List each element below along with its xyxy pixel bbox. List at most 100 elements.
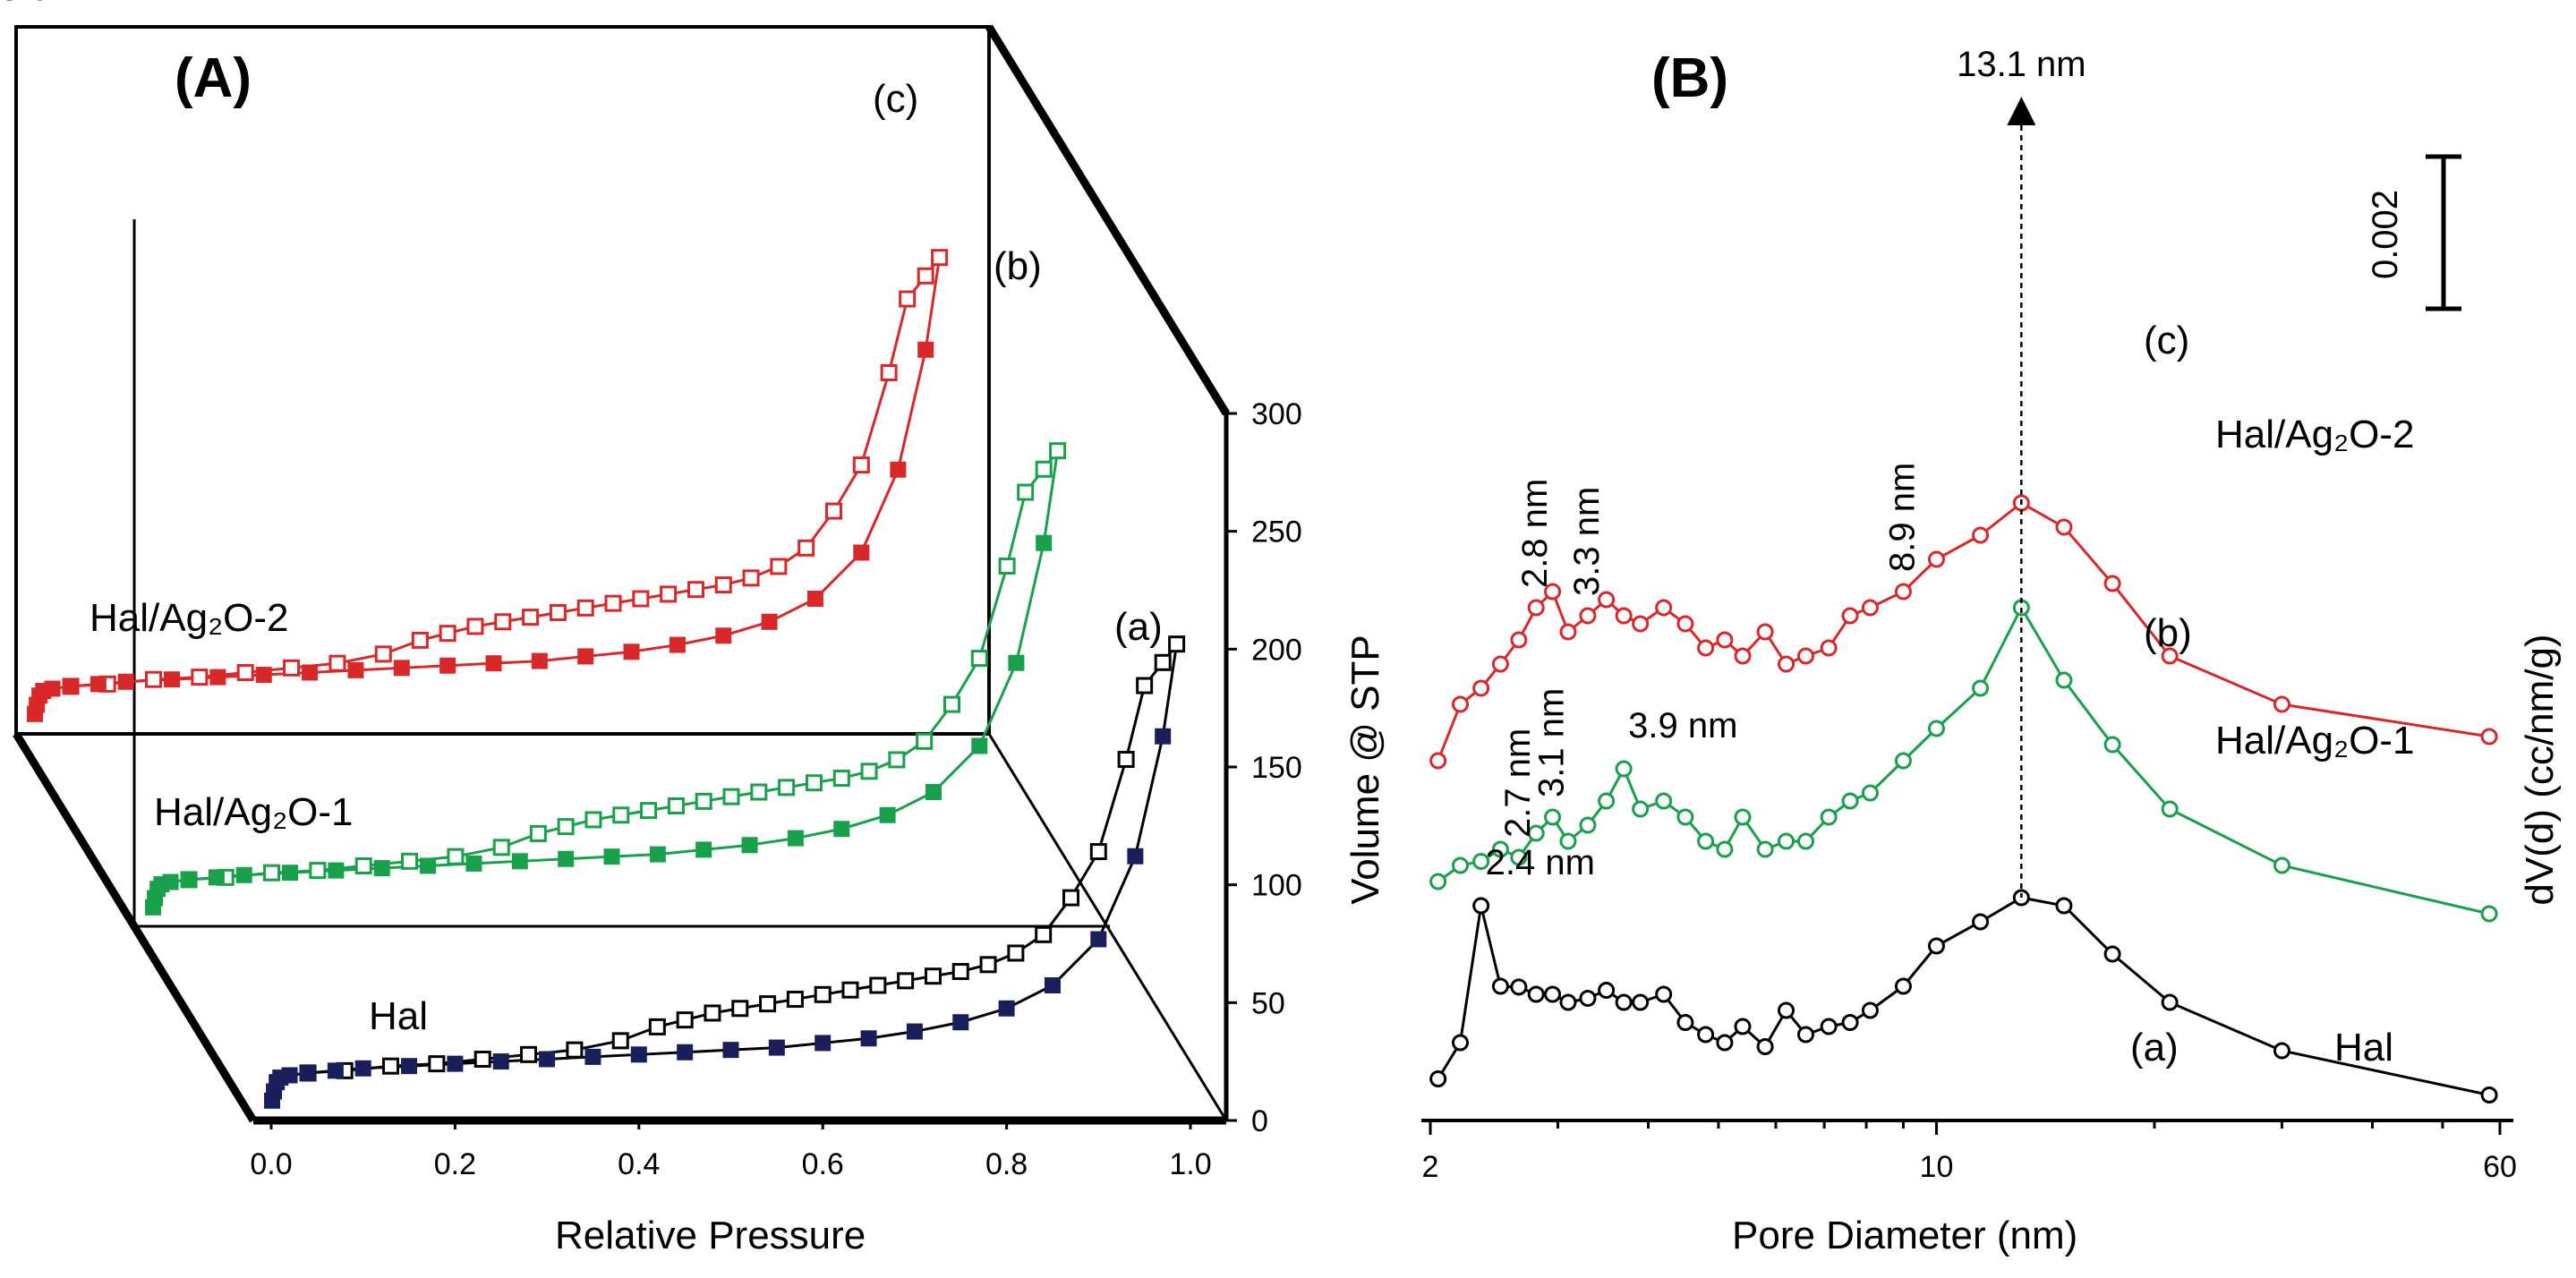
psd-point: [2161, 800, 2179, 818]
adsorption-point: [300, 1064, 317, 1081]
desorption-point: [145, 670, 163, 688]
desorption-point: [191, 669, 209, 686]
adsorption-point: [603, 848, 620, 865]
psd-point: [1796, 647, 1814, 665]
psd-point: [1861, 1001, 1879, 1019]
psd-point: [1451, 695, 1469, 713]
peak-annotation: 3.9 nm: [1628, 706, 1737, 746]
adsorption-point: [768, 1039, 785, 1056]
desorption-point: [759, 995, 777, 1013]
adsorption-point: [511, 853, 528, 870]
panel-a-x-tick-label: 0.6: [802, 1147, 844, 1181]
adsorption-point: [577, 648, 594, 665]
panel-a-y-axis-title: Volume @ STP: [1343, 635, 1387, 904]
adsorption-point: [328, 862, 345, 879]
adsorption-point: [1127, 848, 1144, 865]
adsorption-point: [806, 591, 823, 608]
psd-point: [1927, 937, 1945, 955]
adsorption-point: [677, 1044, 694, 1061]
adsorption-point: [90, 676, 107, 693]
desorption-point: [880, 364, 898, 381]
desorption-point: [447, 848, 465, 865]
panel-a-y-tick-label: 150: [1251, 751, 1302, 785]
psd-point: [1615, 607, 1633, 625]
adsorption-point: [761, 613, 778, 630]
desorption-point: [770, 558, 788, 575]
peak-annotation: 2.4 nm: [1486, 843, 1595, 882]
desorption-point: [970, 650, 988, 668]
psd-point: [1734, 647, 1752, 665]
psd-series-c: [1429, 494, 2498, 770]
desorption-point: [492, 839, 510, 856]
psd-point: [1429, 752, 1447, 770]
adsorption-point: [971, 737, 988, 754]
desorption-point: [1007, 944, 1025, 962]
adsorption-point: [1008, 654, 1025, 671]
adsorption-point: [722, 1042, 739, 1059]
psd-point: [2480, 728, 2498, 746]
adsorption-point: [558, 850, 575, 867]
desorption-point: [611, 1032, 629, 1050]
panel-a-curves: [27, 249, 1186, 1109]
series-a-name-label: Hal: [369, 994, 428, 1038]
psd-point: [1756, 623, 1774, 641]
psd-point: [2273, 1042, 2290, 1060]
desorption-point: [676, 1011, 694, 1029]
adsorption-point: [853, 544, 870, 561]
desorption-point: [236, 663, 254, 681]
desorption-point: [660, 585, 678, 603]
psd-point: [1894, 752, 1912, 770]
adsorption-point: [695, 841, 712, 858]
desorption-point: [374, 645, 392, 663]
panel-a-x-axis-title: Relative Pressure: [555, 1214, 866, 1257]
psd-point: [1527, 599, 1545, 617]
desorption-point: [742, 569, 760, 587]
psd-point: [1579, 990, 1597, 1007]
adsorption-point: [715, 627, 732, 644]
desorption-point: [466, 618, 484, 635]
desorption-point: [382, 1057, 400, 1075]
isotherm-series-b: [145, 442, 1067, 916]
psd-point: [1972, 526, 1990, 544]
psd-point: [2273, 856, 2290, 874]
desorption-point: [411, 631, 429, 649]
desorption-point: [309, 862, 327, 880]
adsorption-point: [906, 1023, 923, 1040]
psd-point: [1796, 832, 1814, 850]
psd-point: [1429, 873, 1447, 890]
psd-point: [1510, 978, 1528, 996]
psd-point: [1697, 832, 1715, 850]
panel-a-x-tick-label: 1.0: [1169, 1147, 1211, 1181]
psd-point: [1655, 792, 1673, 810]
psd-point: [1527, 824, 1545, 842]
adsorption-point: [354, 1060, 371, 1077]
desorption-point: [899, 290, 917, 308]
desorption-point: [869, 976, 887, 994]
psd-point: [1559, 623, 1577, 641]
adsorption-point: [235, 866, 252, 883]
adsorption-point: [447, 1055, 464, 1072]
panel-a-label: (A): [175, 47, 252, 109]
psd-point: [1841, 1014, 1859, 1031]
panel-a-x-tick-label: 0.2: [434, 1147, 476, 1181]
panel-a-axes: 0.0 0.2 0.4 0.6 0.8 1.0 0 50 100 150 200 250 300: [250, 397, 1301, 1181]
desorption-point: [731, 1000, 749, 1018]
panel-a-y-tick-label: 250: [1251, 515, 1302, 550]
panel-b-label: (B): [1651, 47, 1728, 109]
psd-point: [1972, 679, 1990, 697]
panel-a: 0.0 0.2 0.4 0.6 0.8 1.0 0 50 100 150 200 250 300 (A)…: [13, 24, 1387, 1257]
desorption-point: [824, 502, 842, 520]
peak-annotation: 2.7 nm: [1498, 728, 1538, 838]
adsorption-point: [890, 461, 907, 478]
psd-point: [1579, 816, 1597, 834]
desorption-point: [1035, 460, 1053, 478]
psd-point: [2103, 945, 2121, 963]
psd-point: [1632, 615, 1650, 633]
psd-point: [1697, 1026, 1715, 1044]
psd-point: [1598, 792, 1616, 810]
psd-point: [1778, 1001, 1796, 1019]
peak-annotation: 8.9 nm: [1882, 463, 1922, 572]
panel-b-x-tick-label: 10: [1920, 1150, 1954, 1184]
desorption-point: [604, 594, 622, 612]
psd-point: [1820, 808, 1838, 826]
